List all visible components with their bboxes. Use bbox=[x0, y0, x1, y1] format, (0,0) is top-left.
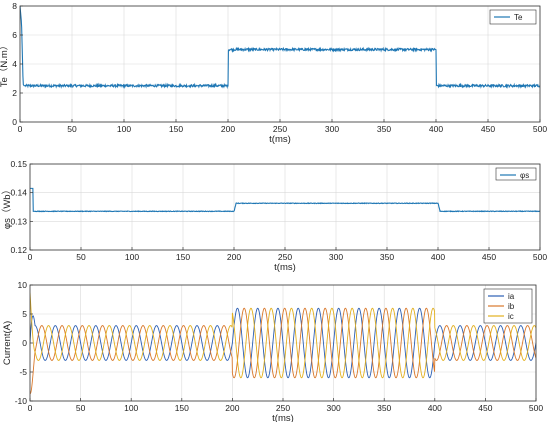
x-tick-label: 200 bbox=[221, 124, 235, 134]
chart-panel-2: 0 50 100 150 200 250 300 350 400 450 500 0.12 0.13 0.… bbox=[1, 159, 547, 273]
x-tick-label: 150 bbox=[175, 403, 189, 413]
y-axis-label: Te（N.m） bbox=[0, 41, 10, 87]
series-line-ib bbox=[30, 307, 536, 395]
legend-label-Te: Te bbox=[514, 13, 523, 22]
chart-panel-1: 0 50 100 150 200 250 300 350 400 450 500 0 2 4 6 8 t(ms)… bbox=[0, 1, 547, 145]
x-tick-label: 500 bbox=[529, 403, 543, 413]
x-tick-label: 150 bbox=[169, 124, 183, 134]
x-tick-label: 300 bbox=[325, 124, 339, 134]
chart-panel-3: 0 50 100 150 200 250 300 350 400 450 500 -10 -5 0 5 10 t… bbox=[2, 280, 543, 422]
x-tick-label: 150 bbox=[176, 252, 190, 262]
series-line-Te bbox=[20, 6, 540, 89]
y-tick-label: 4 bbox=[12, 59, 17, 69]
x-tick-label: 450 bbox=[482, 252, 496, 262]
x-tick-label: 250 bbox=[273, 124, 287, 134]
x-axis-label: t(ms) bbox=[272, 413, 294, 422]
x-tick-label: 100 bbox=[117, 124, 131, 134]
y-tick-label: 5 bbox=[22, 309, 27, 319]
y-tick-label: 0.13 bbox=[10, 216, 27, 226]
y-tick-label: -5 bbox=[19, 367, 27, 377]
x-tick-label: 400 bbox=[428, 403, 442, 413]
x-tick-label: 350 bbox=[377, 403, 391, 413]
x-tick-label: 500 bbox=[533, 252, 547, 262]
y-tick-label: 8 bbox=[12, 1, 17, 11]
x-tick-label: 500 bbox=[533, 124, 547, 134]
x-tick-label: 450 bbox=[481, 124, 495, 134]
y-tick-label: 6 bbox=[12, 30, 17, 40]
series-line-ic bbox=[30, 292, 536, 379]
x-tick-label: 50 bbox=[67, 124, 77, 134]
x-tick-label: 0 bbox=[28, 252, 33, 262]
x-tick-label: 400 bbox=[431, 252, 445, 262]
x-axis-label: t(ms) bbox=[274, 262, 296, 273]
x-tick-label: 350 bbox=[380, 252, 394, 262]
x-tick-label: 250 bbox=[276, 403, 290, 413]
y-axis-label: Current(A) bbox=[2, 321, 13, 365]
legend-label-ib: ib bbox=[508, 302, 515, 311]
y-tick-label: 0 bbox=[22, 338, 27, 348]
x-tick-label: 50 bbox=[76, 252, 86, 262]
y-tick-label: 0.14 bbox=[10, 188, 27, 198]
x-tick-label: 300 bbox=[327, 403, 341, 413]
legend-box bbox=[495, 167, 537, 181]
x-tick-label: 200 bbox=[227, 252, 241, 262]
x-axis-label: t(ms) bbox=[269, 134, 291, 145]
plot-area bbox=[30, 292, 536, 395]
y-tick-label: 0.15 bbox=[10, 159, 27, 169]
y-tick-label: 10 bbox=[18, 280, 28, 290]
y-tick-label: -10 bbox=[15, 396, 28, 406]
y-axis-label: φs（Wb） bbox=[1, 185, 13, 229]
legend: Te bbox=[489, 9, 537, 25]
series-line-φs bbox=[30, 187, 540, 213]
y-tick-label: 0.12 bbox=[10, 245, 27, 255]
x-tick-label: 400 bbox=[429, 124, 443, 134]
x-tick-label: 350 bbox=[377, 124, 391, 134]
legend-label-ic: ic bbox=[508, 312, 514, 321]
x-tick-label: 250 bbox=[278, 252, 292, 262]
plot-area bbox=[20, 6, 540, 89]
x-tick-label: 200 bbox=[225, 403, 239, 413]
legend-label-φs: φs bbox=[520, 171, 529, 180]
series-line-ia bbox=[30, 307, 536, 379]
x-tick-label: 300 bbox=[329, 252, 343, 262]
x-tick-label: 100 bbox=[125, 252, 139, 262]
x-tick-label: 50 bbox=[76, 403, 86, 413]
x-tick-label: 100 bbox=[124, 403, 138, 413]
y-tick-label: 0 bbox=[12, 117, 17, 127]
legend-box bbox=[489, 9, 537, 25]
legend: φs bbox=[495, 167, 537, 181]
plot-area bbox=[30, 187, 540, 213]
x-tick-label: 450 bbox=[478, 403, 492, 413]
legend-label-ia: ia bbox=[508, 292, 515, 301]
x-tick-label: 0 bbox=[28, 403, 33, 413]
x-tick-label: 0 bbox=[18, 124, 23, 134]
y-tick-label: 2 bbox=[12, 88, 17, 98]
